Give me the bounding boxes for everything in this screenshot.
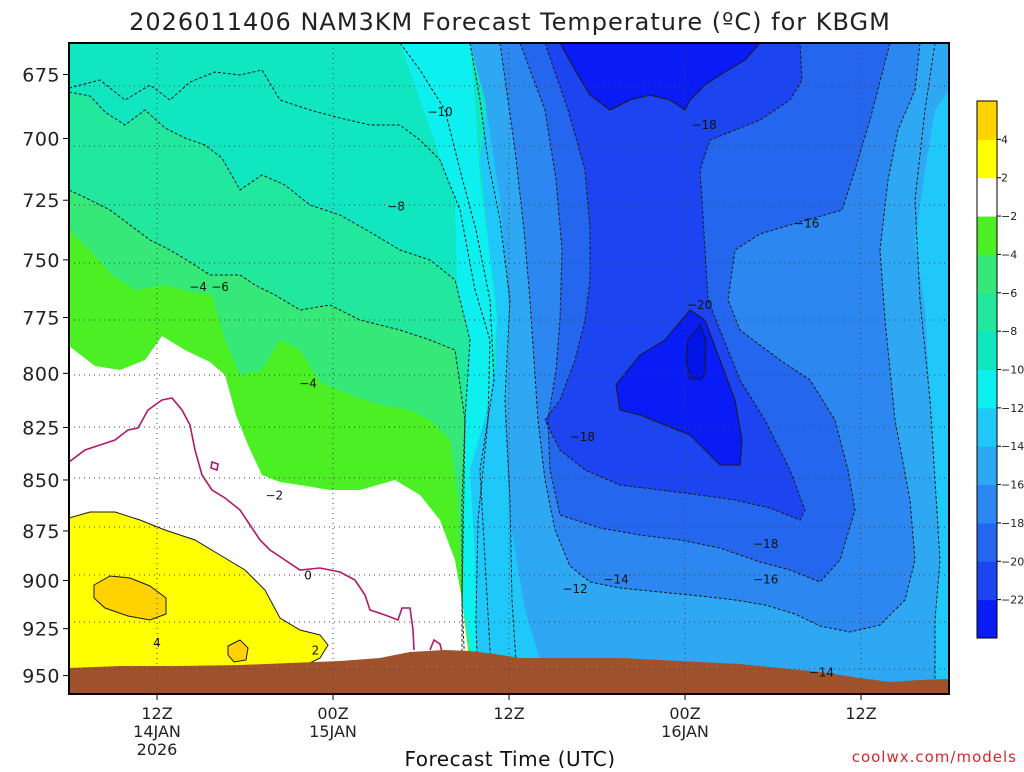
y-tick-label: 950 (22, 666, 60, 688)
colorbar-swatch (977, 407, 997, 447)
contour-lines (69, 43, 941, 694)
contour-labels: −10 −8 −18 −16 −20 −4 −6 −4 −18 −2 −18 −12 −14 −16 0 4 2… (153, 105, 834, 680)
x-tick-label: 16JAN (661, 722, 709, 741)
colorbar-swatch (977, 522, 997, 562)
colorbar-swatch (977, 331, 997, 370)
colorbar-swatch (977, 369, 997, 409)
y-tick-label: 825 (22, 417, 60, 439)
contour-label: −4 (189, 280, 207, 294)
y-axis: 675 700 725 750 775 800 825 850 875 900 925 950 (22, 65, 69, 688)
plot-area: −10 −8 −18 −16 −20 −4 −6 −4 −18 −2 −18 −12 −14 −16 0 4 2… (69, 43, 949, 694)
colorbar-label: −8 (1001, 325, 1017, 338)
contour-label: −10 (427, 105, 452, 119)
colorbar-swatch (977, 446, 997, 486)
colorbar-label: −16 (1001, 479, 1024, 492)
grid-lines (69, 43, 949, 694)
colorbar-label: −14 (1001, 440, 1024, 453)
contour-label: −16 (753, 572, 778, 586)
band-plus4-to-plus6-a (94, 576, 166, 620)
x-axis-title: Forecast Time (UTC) (404, 747, 615, 768)
x-tick-label: 12Z (141, 704, 172, 723)
band-minus18-to-minus20 (545, 43, 805, 520)
y-tick-label: 700 (22, 129, 60, 151)
colorbar-label: −12 (1001, 402, 1024, 415)
y-tick-label: 800 (22, 363, 60, 385)
contour-label: 4 (153, 636, 161, 650)
y-tick-label: 775 (22, 308, 60, 330)
band-below-minus22 (686, 325, 706, 380)
band-minus12-to-minus10 (400, 43, 497, 694)
contour-label: −18 (691, 118, 716, 132)
colorbar: −22−20−18−16−14−12−10−8−6−4−224 (976, 100, 1024, 639)
contour-label: −14 (809, 666, 834, 680)
colorbar-swatch (977, 292, 997, 332)
colorbar-swatch (977, 177, 997, 217)
band-minus20-to-minus22 (560, 43, 760, 465)
contour-label: −6 (211, 280, 229, 294)
y-tick-label: 925 (22, 619, 60, 641)
colorbar-label: 2 (1001, 172, 1008, 185)
band-plus4-to-plus6-b (228, 640, 248, 662)
contour-label: −4 (299, 376, 317, 390)
x-tick-label: 15JAN (309, 722, 357, 741)
credit-text: coolwx.com/models (852, 748, 1017, 766)
colorbar-swatch (977, 101, 997, 140)
x-tick-label: 2026 (137, 740, 178, 759)
contour-label: 2 (312, 643, 320, 657)
colorbar-swatch (977, 561, 997, 601)
colorbar-label: −18 (1001, 517, 1024, 530)
contour-label: −12 (562, 582, 587, 596)
x-tick-label: 12Z (845, 704, 876, 723)
x-tick-label: 12Z (493, 704, 524, 723)
chart-title: 2026011406 NAM3KM Forecast Temperature (… (129, 8, 891, 36)
contour-label: −16 (794, 216, 819, 230)
freezing-line (69, 397, 443, 653)
contour-label: 0 (304, 569, 312, 583)
contour-label: −18 (753, 537, 778, 551)
colorbar-swatch (977, 216, 997, 255)
terrain (69, 650, 949, 694)
band-plus2-to-plus4 (69, 512, 328, 672)
contour-label: −2 (265, 488, 283, 502)
colorbar-label: 4 (1001, 133, 1008, 146)
contour-label: −18 (570, 430, 595, 444)
colorbar-label: −6 (1001, 287, 1017, 300)
y-tick-label: 900 (22, 570, 60, 592)
contour-label: −14 (603, 572, 628, 586)
y-tick-label: 850 (22, 470, 60, 492)
colorbar-label: −2 (1001, 210, 1017, 223)
colorbar-label: −22 (1001, 594, 1024, 607)
colorbar-label: −4 (1001, 248, 1017, 261)
y-tick-label: 875 (22, 521, 60, 543)
y-tick-label: 750 (22, 250, 60, 272)
y-tick-label: 675 (22, 65, 60, 87)
colorbar-swatch (977, 484, 997, 524)
colorbar-swatch (977, 254, 997, 294)
contour-label: −20 (687, 298, 712, 312)
contour-label: −8 (387, 199, 405, 213)
x-tick-label: 00Z (317, 704, 348, 723)
colorbar-label: −20 (1001, 555, 1024, 568)
colorbar-swatch (977, 139, 997, 179)
solid-contour-lines (69, 43, 761, 673)
colorbar-swatch (977, 599, 997, 639)
x-tick-label: 00Z (669, 704, 700, 723)
colorbar-label: −10 (1001, 364, 1024, 377)
x-tick-label: 14JAN (133, 722, 181, 741)
y-tick-label: 725 (22, 190, 60, 212)
